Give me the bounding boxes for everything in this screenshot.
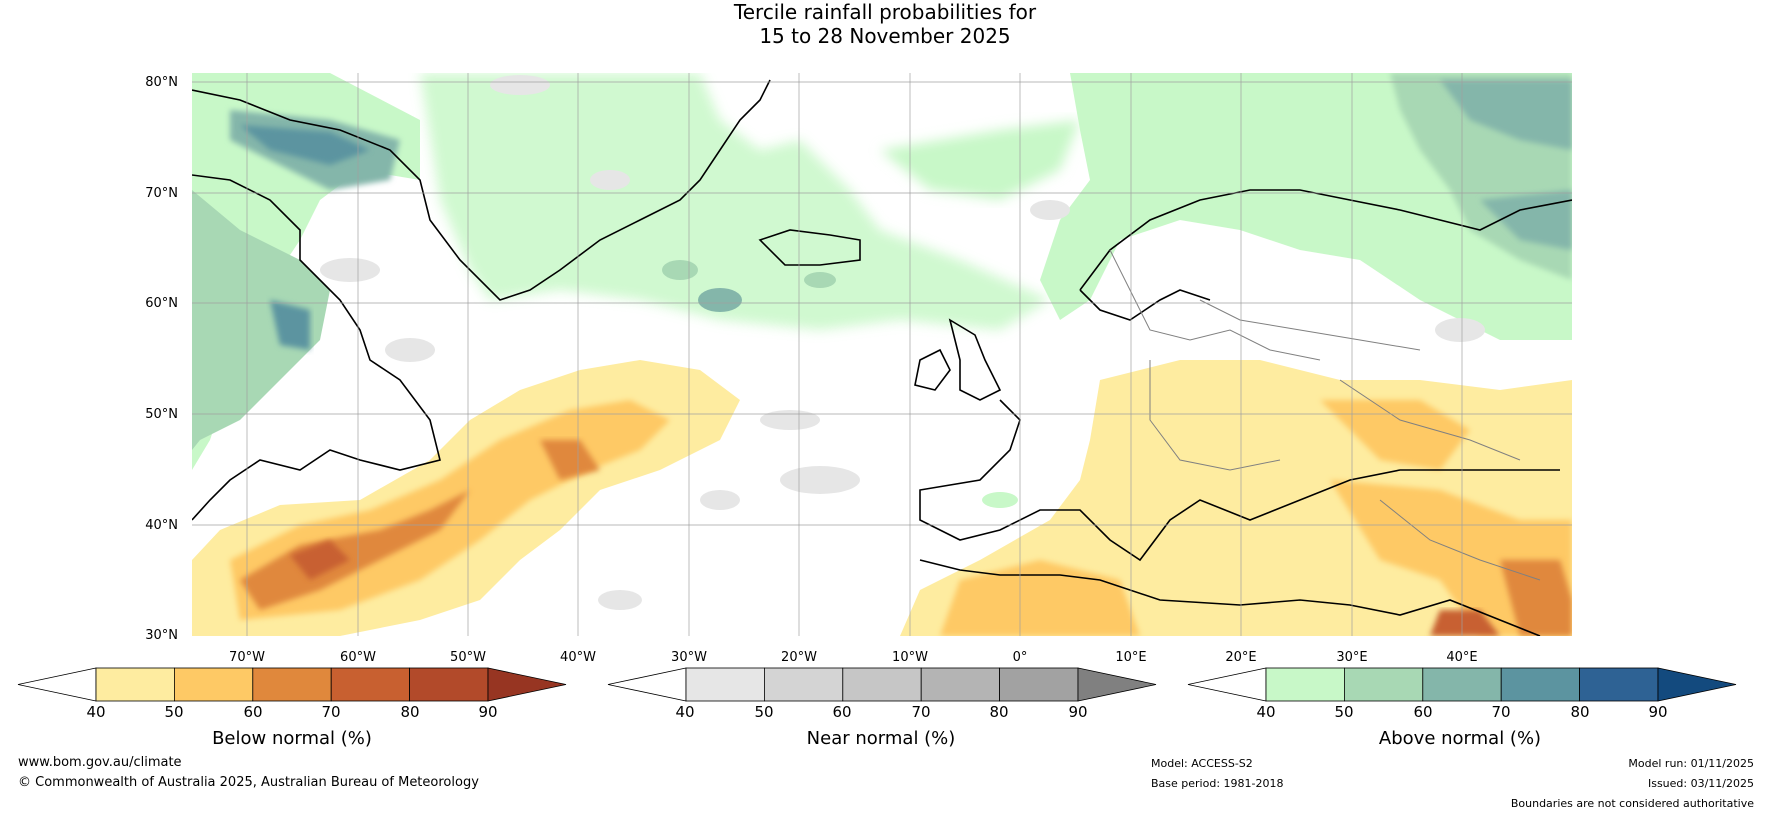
graticule xyxy=(192,73,1572,636)
near-tick-80: 80 xyxy=(989,703,1009,721)
below-tick-60: 60 xyxy=(243,703,263,721)
lon-label-20e: 20°E xyxy=(1225,650,1257,665)
near-colorbar-segment-5 xyxy=(999,667,1079,702)
above-tick-90: 90 xyxy=(1648,703,1668,721)
boundaries-disclaimer: Boundaries are not considered authoritat… xyxy=(1510,797,1754,810)
above-normal-label: Above normal (%) xyxy=(1378,728,1542,749)
below-tick-40: 40 xyxy=(86,703,106,721)
above-colorbar-segment-1 xyxy=(1265,667,1345,702)
lat-label-40n: 40°N xyxy=(145,518,178,533)
above-colorbar-high-extend xyxy=(1657,667,1737,702)
lon-label-10e: 10°E xyxy=(1115,650,1147,665)
above-colorbar-segment-5 xyxy=(1579,667,1659,702)
colorbars xyxy=(17,667,1737,702)
above-tick-50: 50 xyxy=(1334,703,1354,721)
chart-title: Tercile rainfall probabilities for 15 to… xyxy=(0,0,1770,48)
above-colorbar-segment-4 xyxy=(1500,667,1580,702)
lon-label-30w: 30°W xyxy=(671,650,707,665)
near-tick-40: 40 xyxy=(675,703,695,721)
below-colorbar-segment-4 xyxy=(330,667,411,702)
above-colorbar-low-extend xyxy=(1187,667,1267,702)
above-tick-60: 60 xyxy=(1413,703,1433,721)
lat-label-50n: 50°N xyxy=(145,407,178,422)
lon-label-40w: 40°W xyxy=(560,650,596,665)
below-tick-90: 90 xyxy=(478,703,498,721)
map-plot-area xyxy=(192,73,1572,636)
below-colorbar-high-extend xyxy=(487,667,567,702)
near-normal-shading xyxy=(320,75,1485,610)
below-normal-shading xyxy=(192,360,1572,636)
near-colorbar-high-extend xyxy=(1077,667,1157,702)
near-colorbar-low-extend xyxy=(607,667,687,702)
above-colorbar-segment-3 xyxy=(1422,667,1502,702)
below-colorbar-segment-2 xyxy=(173,667,254,702)
lon-label-40e: 40°E xyxy=(1446,650,1478,665)
near-colorbar-segment-4 xyxy=(920,667,1001,702)
near-colorbar-segment-3 xyxy=(842,667,922,702)
below-normal-label: Below normal (%) xyxy=(212,728,372,749)
below-colorbar-segment-1 xyxy=(95,667,175,702)
above-normal-shading xyxy=(192,73,1572,592)
lon-label-10w: 10°W xyxy=(892,650,928,665)
above-tick-80: 80 xyxy=(1570,703,1590,721)
below-tick-70: 70 xyxy=(321,703,341,721)
lat-label-70n: 70°N xyxy=(145,186,178,201)
coastlines xyxy=(192,79,1572,636)
below-tick-50: 50 xyxy=(164,703,184,721)
near-tick-90: 90 xyxy=(1068,703,1088,721)
above-tick-70: 70 xyxy=(1491,703,1511,721)
below-colorbar-low-extend xyxy=(17,667,97,702)
website-link[interactable]: www.bom.gov.au/climate xyxy=(18,755,182,770)
lon-label-60w: 60°W xyxy=(340,650,376,665)
near-normal-label: Near normal (%) xyxy=(806,728,956,749)
near-tick-70: 70 xyxy=(911,703,931,721)
issued-date: Issued: 03/11/2025 xyxy=(1647,777,1754,790)
below-colorbar-segment-3 xyxy=(252,667,332,702)
lon-label-30e: 30°E xyxy=(1336,650,1368,665)
lon-label-50w: 50°W xyxy=(450,650,486,665)
below-tick-80: 80 xyxy=(400,703,420,721)
lon-label-0: 0° xyxy=(1012,650,1028,665)
title-line-2: 15 to 28 November 2025 xyxy=(759,24,1011,48)
above-colorbar-segment-2 xyxy=(1344,667,1424,702)
lat-label-60n: 60°N xyxy=(145,296,178,311)
model-name: Model: ACCESS-S2 xyxy=(1151,757,1253,770)
country-borders xyxy=(1109,249,1541,581)
lat-label-80n: 80°N xyxy=(145,75,178,90)
base-period: Base period: 1981-2018 xyxy=(1151,777,1284,790)
near-tick-50: 50 xyxy=(754,703,774,721)
above-tick-40: 40 xyxy=(1256,703,1276,721)
near-colorbar-segment-2 xyxy=(764,667,844,702)
lon-label-20w: 20°W xyxy=(781,650,817,665)
title-line-1: Tercile rainfall probabilities for xyxy=(733,0,1037,24)
lon-label-70w: 70°W xyxy=(229,650,265,665)
lat-label-30n: 30°N xyxy=(145,628,178,643)
near-tick-60: 60 xyxy=(832,703,852,721)
model-run: Model run: 01/11/2025 xyxy=(1628,757,1754,770)
near-colorbar-segment-1 xyxy=(685,667,765,702)
below-colorbar-segment-5 xyxy=(409,667,489,702)
copyright-text: © Commonwealth of Australia 2025, Austra… xyxy=(18,775,479,790)
